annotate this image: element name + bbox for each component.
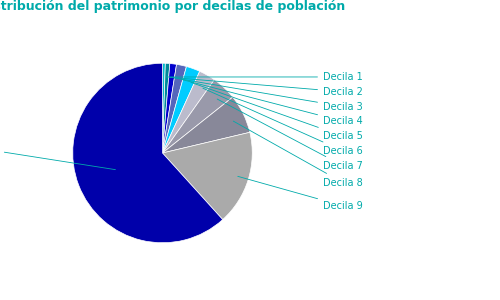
Wedge shape: [162, 64, 186, 153]
Text: Decila 5: Decila 5: [191, 82, 363, 141]
Wedge shape: [162, 64, 176, 153]
Wedge shape: [162, 71, 214, 153]
Text: Decila 7: Decila 7: [217, 99, 363, 171]
Wedge shape: [162, 63, 166, 153]
Text: Decila 9: Decila 9: [238, 176, 363, 211]
Text: Decila 2: Decila 2: [170, 77, 363, 97]
Wedge shape: [162, 132, 252, 220]
Wedge shape: [162, 67, 200, 153]
Title: Distribución del patrimonio por decilas de población: Distribución del patrimonio por decilas …: [0, 0, 346, 13]
Text: Decila 4: Decila 4: [182, 80, 363, 126]
Text: Decila 1: Decila 1: [166, 72, 363, 82]
Wedge shape: [162, 80, 232, 153]
Wedge shape: [162, 97, 250, 153]
Text: Decila 10: Decila 10: [0, 143, 116, 169]
Wedge shape: [72, 63, 223, 243]
Text: Decila 6: Decila 6: [203, 88, 363, 156]
Text: Decila 3: Decila 3: [174, 78, 363, 112]
Text: Decila 8: Decila 8: [234, 121, 363, 188]
Wedge shape: [162, 63, 170, 153]
